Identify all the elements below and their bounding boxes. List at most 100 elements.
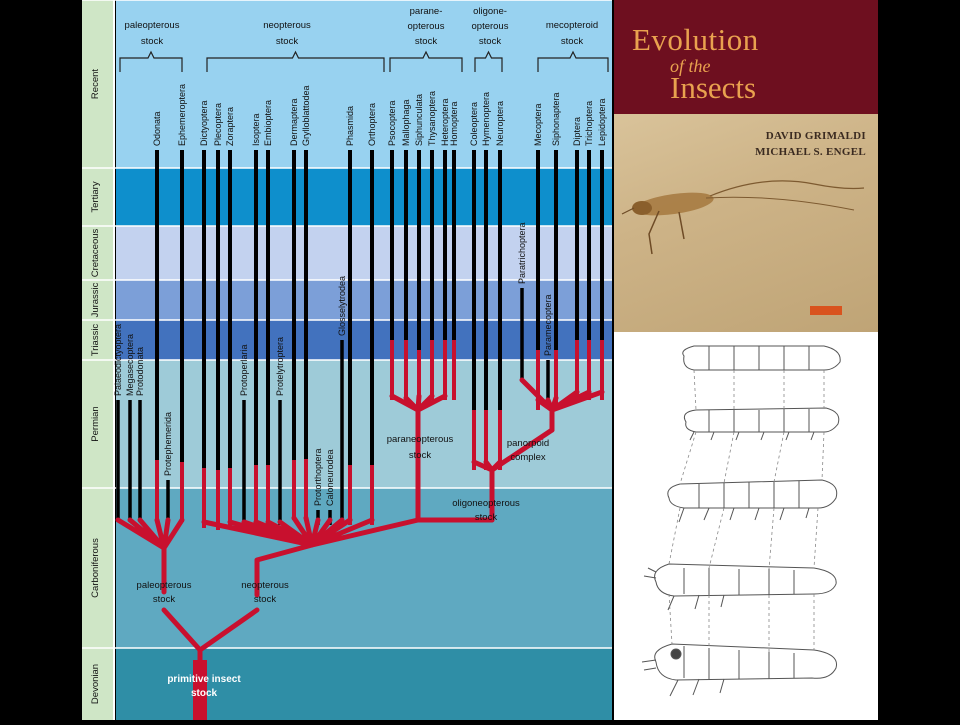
book-author-2: MICHAEL S. ENGEL	[755, 146, 866, 158]
group-header-0-line1: stock	[141, 36, 163, 47]
phylogeny-svg: Recent Tertiary Cretaceous Jurassic Triassic…	[82, 0, 612, 720]
period-label-carboniferous: Carboniferous	[90, 538, 101, 598]
period-label-cretaceous: Cretaceous	[90, 228, 101, 277]
group-brace-3	[474, 50, 503, 72]
group-brace-0	[119, 50, 183, 72]
node-label-4-line0: neopterous	[241, 580, 289, 591]
book-title-line3: Insects	[670, 70, 757, 105]
period-band-cretaceous	[116, 226, 612, 280]
book-title-line2: of the	[670, 56, 711, 76]
living-order-label: Siphonaptera	[551, 92, 561, 146]
insect-phylogeny-diagram: Recent Tertiary Cretaceous Jurassic Triassic…	[82, 0, 612, 720]
fossil-insect-image	[621, 180, 865, 255]
larva-sketch-svg	[641, 345, 841, 697]
group-header-2-line1: opterous	[408, 21, 445, 32]
fossil-insect-photo: DAVID GRIMALDI MICHAEL S. ENGEL	[614, 114, 878, 332]
group-brace-2	[389, 50, 463, 72]
node-label-3-line0: paleopterous	[137, 580, 192, 591]
living-order-label: Mecoptera	[533, 103, 543, 146]
period-band-recent	[116, 0, 612, 168]
living-order-label: Thysanoptera	[427, 91, 437, 146]
living-order-label: Trichoptera	[584, 101, 594, 146]
period-band-triassic	[116, 320, 612, 360]
living-order-label: Hymenoptera	[481, 92, 491, 146]
group-header-1-line0: neopterous	[263, 20, 311, 31]
living-order-label: Phasmida	[345, 106, 355, 146]
period-cell-cretaceous	[82, 226, 114, 280]
book-title-block: Evolution of the Insects	[614, 0, 878, 114]
lineage-branch-1	[115, 517, 185, 595]
living-order-label: Dictyoptera	[199, 100, 209, 146]
living-order-label: Psocoptera	[387, 100, 397, 146]
period-label-tertiary: Tertiary	[90, 181, 101, 212]
group-header-4-line1: stock	[561, 36, 583, 47]
group-header-2-line2: stock	[415, 36, 437, 47]
living-order-label: Ephemeroptera	[177, 84, 187, 146]
period-band-tertiary	[116, 168, 612, 226]
period-band-carboniferous	[116, 488, 612, 648]
period-label-jurassic: Jurassic	[90, 282, 101, 317]
extinct-order-label: Protodonata	[135, 347, 145, 396]
group-header-3-line1: opterous	[472, 21, 509, 32]
period-cell-recent	[82, 0, 114, 168]
lineage-branch-5	[519, 377, 605, 433]
period-label-recent: Recent	[90, 69, 101, 99]
extinct-order-label: Protephemerida	[163, 412, 173, 476]
living-order-label: Mallophaga	[401, 99, 411, 146]
node-label-1-line1: complex	[510, 452, 546, 463]
extinct-order-label: Protoperlaria	[239, 344, 249, 396]
node-label-5-line1: stock	[191, 688, 218, 699]
node-label-3-line1: stock	[153, 594, 175, 605]
period-cell-carboniferous	[82, 488, 114, 648]
node-label-4-line1: stock	[254, 594, 276, 605]
group-brace-1	[206, 50, 385, 72]
living-order-label: Zoraptera	[225, 107, 235, 146]
living-order-label: Dermaptera	[289, 98, 299, 146]
period-label-devonian: Devonian	[90, 664, 101, 704]
extinct-order-label: Protorthoptera	[313, 448, 323, 506]
living-order-label: Lepidoptera	[597, 98, 607, 146]
extinct-order-label: Glosselytrodea	[337, 276, 347, 336]
living-order-label: Siphunculata	[414, 94, 424, 146]
lineage-branch-3	[389, 393, 448, 523]
living-order-label: Neuroptera	[495, 101, 505, 146]
group-header-4-line0: mecopteroid	[546, 20, 598, 31]
book-cover: Evolution of the Insects DAVID GRIMALDI …	[614, 0, 878, 332]
extinct-order-label: Paramecoptera	[543, 294, 553, 356]
node-label-1-line0: panorpoid	[507, 438, 549, 449]
period-label-triassic: Triassic	[90, 324, 101, 357]
node-label-2-line1: stock	[475, 512, 497, 523]
period-label-permian: Permian	[90, 406, 101, 441]
extinct-order-label: Palaeodictyoptera	[113, 324, 123, 396]
living-order-label: Plecoptera	[213, 103, 223, 146]
group-header-1-line1: stock	[276, 36, 298, 47]
book-author-1: DAVID GRIMALDI	[765, 130, 866, 142]
living-order-label: Grylloblattodea	[301, 85, 311, 146]
living-order-label: Orthoptera	[367, 103, 377, 146]
group-header-0-line0: paleopterous	[125, 20, 180, 31]
extinct-order-label: Caloneurodea	[325, 449, 335, 506]
extinct-order-label: Paratrichoptera	[517, 222, 527, 284]
living-order-label: Isoptera	[251, 113, 261, 146]
lineage-branch-4	[471, 427, 555, 523]
period-cell-triassic	[82, 320, 114, 360]
living-order-label: Coleoptera	[469, 102, 479, 146]
period-band-permian	[116, 360, 612, 488]
period-cell-devonian	[82, 648, 114, 720]
extinct-order-label: Megasecoptera	[125, 334, 135, 396]
period-cell-permian	[82, 360, 114, 488]
node-label-5-line0: primitive insect	[167, 674, 241, 685]
extinct-order-label: Protelytroptera	[275, 337, 285, 396]
living-order-label: Embioptera	[263, 100, 273, 146]
period-band-jurassic	[116, 280, 612, 320]
larva-evolution-drawing	[614, 332, 878, 720]
group-header-2-line0: parane-	[410, 6, 443, 17]
living-order-label: Odonata	[152, 111, 162, 146]
group-brace-4	[537, 50, 609, 72]
group-header-3-line2: stock	[479, 36, 501, 47]
living-order-label: Diptera	[572, 117, 582, 146]
living-order-label: Homoptera	[449, 101, 459, 146]
book-title-line1: Evolution	[632, 22, 759, 57]
period-cell-jurassic	[82, 280, 114, 320]
